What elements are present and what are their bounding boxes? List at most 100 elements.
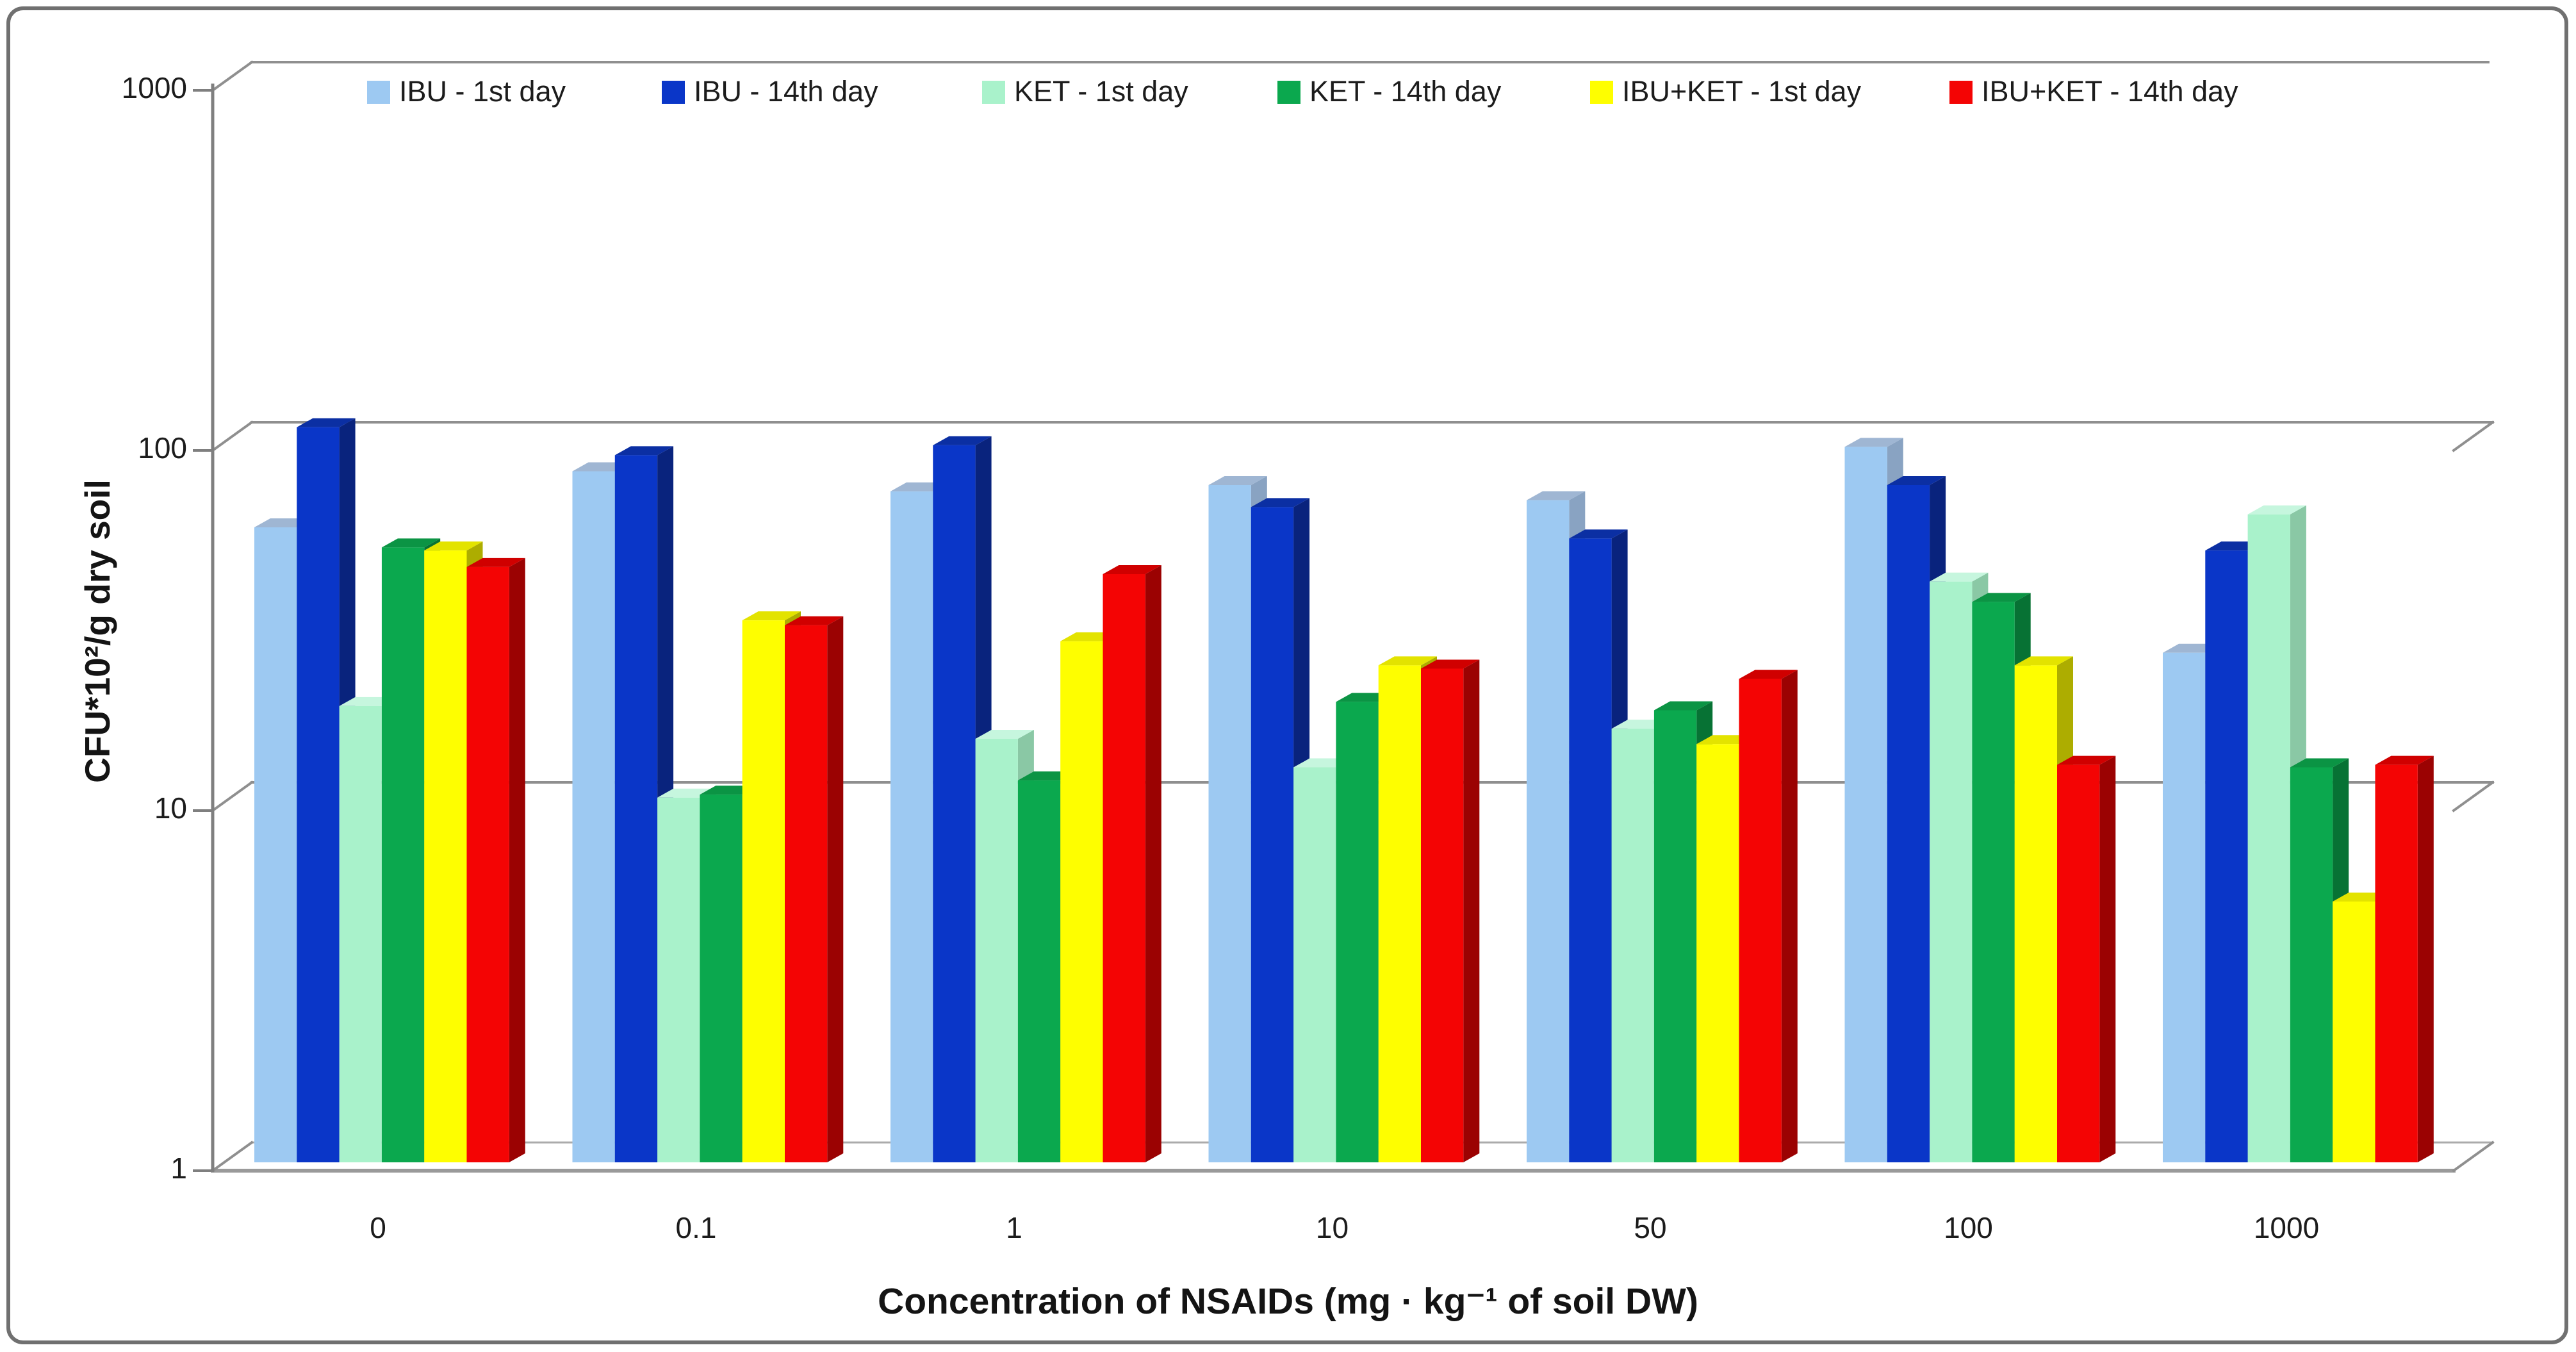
bar-side-face <box>1145 565 1161 1162</box>
bar-top-face <box>2375 755 2434 765</box>
bar-front-face <box>700 795 742 1162</box>
floor-left-edge <box>211 1141 254 1173</box>
legend-swatch-4 <box>1277 81 1300 104</box>
bar-front-face <box>381 547 425 1162</box>
bar-top-face <box>1103 565 1161 574</box>
bar-front-face <box>1930 581 1973 1162</box>
bar-top-face <box>975 730 1034 739</box>
bar-front-face <box>466 566 509 1162</box>
legend-label-4: KET - 14th day <box>1309 75 1502 108</box>
legend-swatch-6 <box>1949 81 1973 104</box>
bar-front-face <box>1421 668 1464 1162</box>
bar-front-face <box>339 705 382 1162</box>
gridline-sidewall-100 <box>2452 420 2495 452</box>
bar-side-face <box>2417 755 2434 1162</box>
bar-top-face <box>785 616 844 625</box>
bar-side-face <box>1463 659 1480 1162</box>
bar-top-face <box>297 418 356 427</box>
bar-front-face <box>1653 710 1697 1162</box>
bar-top-face <box>1421 659 1480 669</box>
bar-top-face <box>1887 475 1946 485</box>
x-category-label-1: 1 <box>1006 1211 1022 1244</box>
legend-swatch-5 <box>1590 81 1613 104</box>
bar-front-face <box>1844 447 1887 1162</box>
bar-top-face <box>1527 491 1586 500</box>
y-tick-label-1000: 1000 <box>122 71 187 104</box>
bar-top-face <box>1972 593 2031 602</box>
bar-top-face <box>1251 498 1310 507</box>
bar-side-face <box>827 616 844 1162</box>
bar-top-face <box>2057 755 2116 765</box>
bar-front-face <box>1103 573 1145 1162</box>
bar-front-face <box>254 527 297 1162</box>
gridline-sidewall-10 <box>2452 780 2495 812</box>
bar-front-face <box>1696 744 1739 1162</box>
y-tick-label-1: 1 <box>170 1151 187 1185</box>
x-category-label-50: 50 <box>1634 1211 1666 1244</box>
gridline-depth-connector-100 <box>211 420 254 452</box>
bar-top-face <box>933 436 992 445</box>
legend-label-1: IBU - 1st day <box>399 75 566 108</box>
bar-ibu-ket-14th-day-cat-0 <box>466 557 525 1162</box>
bar-front-face <box>1293 767 1336 1162</box>
bar-ibu-ket-14th-day-cat-50 <box>1739 670 1798 1162</box>
bar-front-face <box>933 445 976 1163</box>
legend-swatch-3 <box>982 81 1005 104</box>
y-tick-label-10: 10 <box>154 791 187 825</box>
bar-top-face <box>381 538 441 548</box>
bar-front-face <box>424 550 467 1162</box>
bar-top-face <box>1739 670 1798 679</box>
bar-front-face <box>975 739 1018 1162</box>
bar-front-face <box>1017 780 1061 1162</box>
bar-top-face <box>614 446 674 456</box>
bar-front-face <box>1972 602 2015 1162</box>
bar-top-face <box>1930 572 1989 582</box>
bar-front-face <box>657 797 700 1162</box>
bar-top-face <box>1378 656 1437 666</box>
bar-ibu-ket-14th-day-cat-1000 <box>2375 755 2434 1162</box>
bar-front-face <box>1336 702 1379 1162</box>
bar-front-face <box>2057 764 2100 1162</box>
gridline-depth-connector-10 <box>211 780 254 812</box>
bar-front-face <box>1739 679 1782 1162</box>
x-category-label-1000: 1000 <box>2254 1211 2319 1244</box>
bar-front-face <box>2333 901 2375 1162</box>
bar-front-face <box>1378 665 1421 1162</box>
bar-top-face <box>1844 438 1903 447</box>
x-category-label-0.1: 0.1 <box>676 1211 717 1244</box>
bar-top-face <box>2290 758 2349 768</box>
bar-front-face <box>1611 729 1654 1162</box>
bar-top-face <box>424 541 483 551</box>
legend-label-2: IBU - 14th day <box>694 75 878 108</box>
legend-swatch-1 <box>367 81 390 104</box>
bar-side-face <box>2099 755 2116 1162</box>
bar-top-face <box>2014 656 2073 666</box>
bar-ibu-ket-14th-day-cat-0.1 <box>785 616 844 1162</box>
bar-front-face <box>1887 484 1930 1162</box>
x-category-label-10: 10 <box>1316 1211 1349 1244</box>
bar-front-face <box>890 491 933 1163</box>
floor-right-edge <box>2452 1141 2495 1173</box>
bar-top-face <box>1569 529 1628 539</box>
bar-top-face <box>2247 505 2306 515</box>
bar-front-face <box>1208 484 1251 1162</box>
bar-front-face <box>2014 665 2057 1162</box>
bar-front-face <box>2163 652 2206 1162</box>
legend-label-5: IBU+KET - 1st day <box>1622 75 1862 108</box>
legend-label-3: KET - 1st day <box>1014 75 1188 108</box>
bar-front-face <box>297 427 340 1162</box>
bar-front-face <box>1527 500 1570 1162</box>
bar-front-face <box>1251 507 1294 1162</box>
x-axis-title: Concentration of NSAIDs (mg · kg⁻¹ of so… <box>878 1281 1698 1322</box>
bar-front-face <box>2290 767 2333 1162</box>
bar-top-face <box>742 611 801 621</box>
bar-ibu-ket-14th-day-cat-1 <box>1103 565 1161 1162</box>
bar-top-face <box>1208 475 1267 485</box>
bar-front-face <box>2205 550 2248 1162</box>
bar-front-face <box>742 620 785 1162</box>
x-category-label-100: 100 <box>1944 1211 1993 1244</box>
y-tick-label-100: 100 <box>138 431 187 465</box>
y-axis-title: CFU*10²/g dry soil <box>78 479 117 783</box>
